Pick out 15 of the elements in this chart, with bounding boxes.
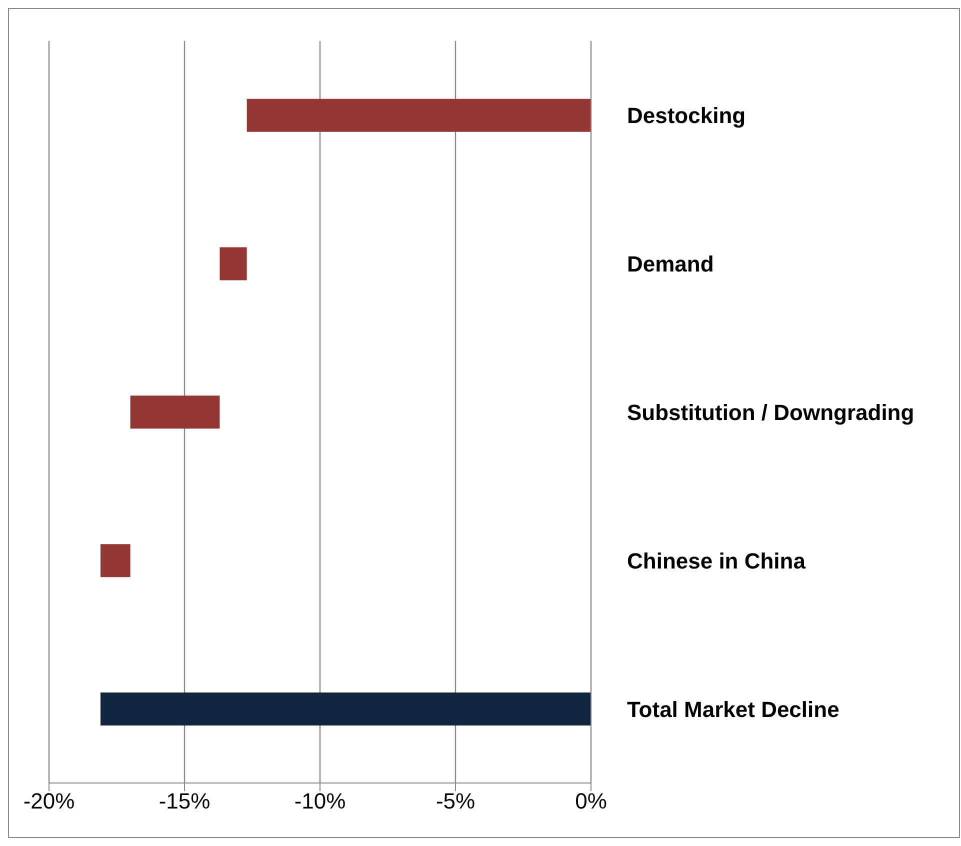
bar	[246, 98, 591, 132]
y-tick-label: Substitution / Downgrading	[627, 400, 914, 425]
y-tick-label: Destocking	[627, 103, 746, 128]
bar	[130, 396, 220, 429]
bar	[220, 247, 247, 280]
bar	[100, 544, 130, 578]
y-tick-label: Chinese in China	[627, 548, 806, 574]
x-tick-label: -20%	[23, 788, 75, 814]
x-tick-label: -5%	[436, 788, 476, 814]
bar	[100, 692, 591, 726]
x-tick-label: 0%	[575, 788, 607, 814]
x-tick-label: -10%	[294, 788, 346, 814]
y-tick-label: Demand	[627, 252, 714, 277]
x-tick-label: -15%	[158, 788, 210, 814]
y-tick-label: Total Market Decline	[627, 696, 840, 722]
